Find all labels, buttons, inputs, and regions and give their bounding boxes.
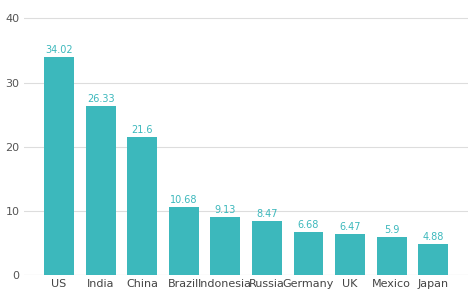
Bar [335,234,365,275]
Text: 6.68: 6.68 [298,220,319,230]
Bar [418,244,448,275]
Bar [127,137,157,275]
Text: 10.68: 10.68 [170,195,198,205]
Text: 5.9: 5.9 [384,225,400,235]
Bar [252,221,282,275]
Bar [377,237,407,275]
Text: 26.33: 26.33 [87,94,114,104]
Bar [293,232,323,275]
Text: 6.47: 6.47 [339,222,361,232]
Text: 4.88: 4.88 [423,232,444,242]
Text: 9.13: 9.13 [215,205,236,215]
Bar [210,217,240,275]
Bar [169,207,199,275]
Text: 8.47: 8.47 [256,209,278,219]
Bar [86,106,116,275]
Text: 34.02: 34.02 [45,45,73,55]
Text: 21.6: 21.6 [131,124,153,135]
Bar [44,57,74,275]
